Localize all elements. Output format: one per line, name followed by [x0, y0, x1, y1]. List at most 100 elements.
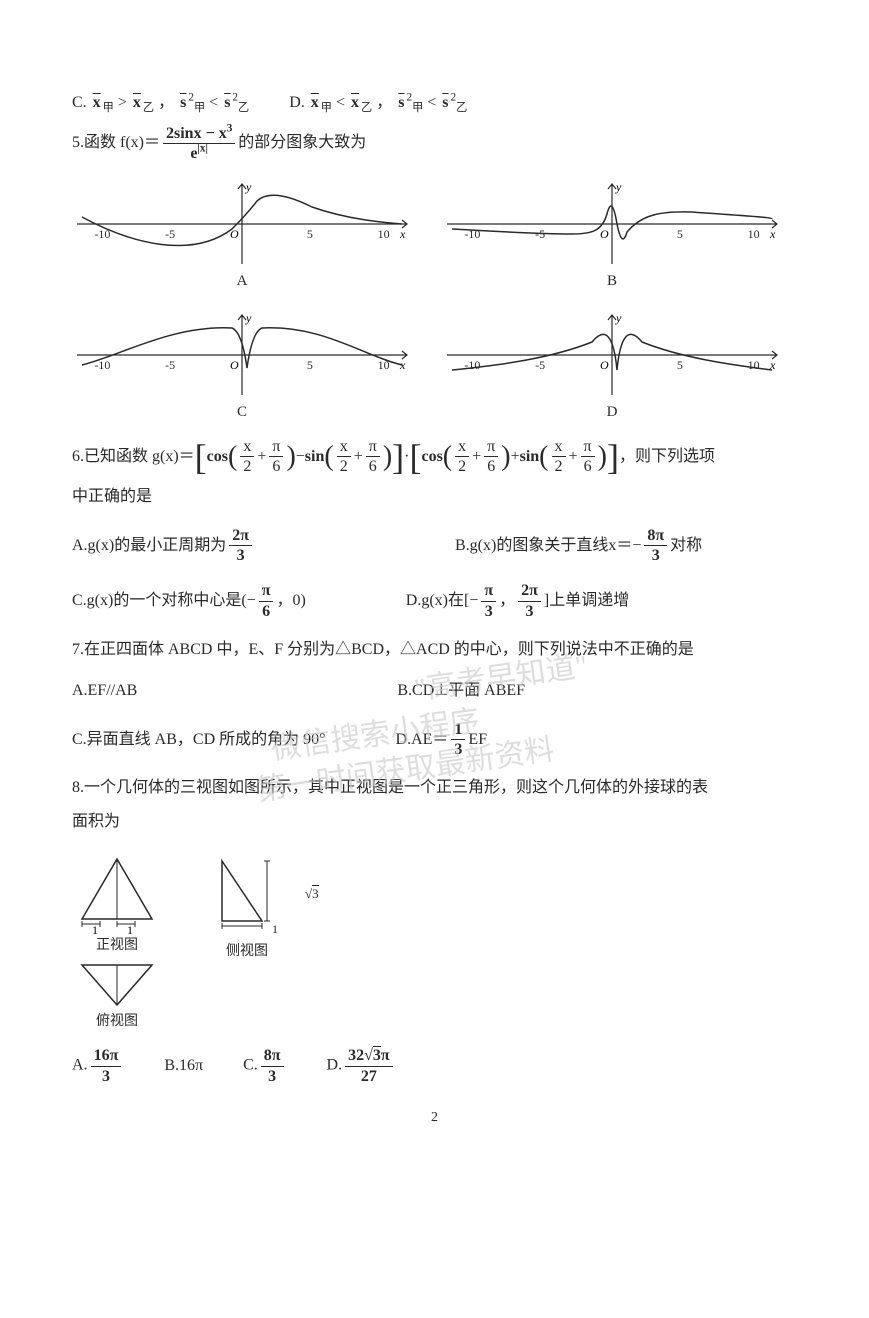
plus: + — [569, 444, 578, 470]
q6-optA: A.g(x)的最小正周期为 2π3 — [72, 526, 255, 565]
comma: ， — [376, 94, 392, 111]
frac: 2π3 — [229, 526, 252, 565]
q6-line2: 中正确的是 — [72, 484, 797, 510]
sin: sin — [305, 444, 325, 470]
chart-B: -10-5510yxOB — [442, 179, 782, 290]
n: 1 — [451, 720, 465, 740]
cos: cos — [421, 444, 442, 470]
q8-optB: B.16π — [164, 1053, 203, 1079]
page-number: 2 — [72, 1110, 797, 1126]
left-col: 1 1 正视图 俯视图 — [72, 854, 162, 1030]
n1: 32 — [348, 1047, 364, 1064]
frac: π6 — [259, 581, 274, 620]
var: x — [93, 94, 101, 111]
triangle-top-icon — [72, 960, 162, 1010]
d: 6 — [259, 602, 273, 621]
label: 俯视图 — [96, 1010, 138, 1030]
chart-label: D — [607, 404, 618, 421]
text: EF — [468, 727, 487, 753]
chart-D: -10-5510yxOD — [442, 310, 782, 421]
sub: 乙 — [143, 102, 154, 114]
sub: 乙 — [238, 102, 249, 114]
n: 16π — [91, 1046, 122, 1066]
frac: π6 — [269, 437, 283, 476]
frac: π6 — [581, 437, 595, 476]
q5-stem: 5.函数 f(x)＝ 2sinx − x3 e|x| 的部分图象大致为 — [72, 124, 797, 163]
svg-text:-10: -10 — [464, 358, 480, 372]
svg-text:O: O — [600, 227, 609, 241]
svg-text:x: x — [769, 227, 776, 241]
sin: sin — [520, 444, 540, 470]
comma: ， — [499, 588, 515, 614]
q6-optC: C.g(x)的一个对称中心是(− π6 ，0) — [72, 581, 306, 620]
q5-charts: -10-5510yxOA-10-5510yxOB-10-5510yxOC-10-… — [72, 179, 792, 421]
text: 中正确的是 — [72, 484, 152, 510]
op: < — [336, 94, 349, 111]
triangle-front-icon: 1 1 — [72, 854, 162, 934]
text: 6.已知函数 g(x)＝ — [72, 444, 195, 470]
d: 2 — [455, 457, 469, 476]
n: π — [581, 437, 595, 457]
pre: A. — [72, 1057, 88, 1074]
num: 2sinx − x — [166, 125, 227, 142]
d: 6 — [484, 457, 498, 476]
d: 3 — [523, 602, 537, 621]
plus: + — [472, 444, 481, 470]
op: < — [209, 94, 222, 111]
q7-row-ab: A.EF//AB B.CD⊥平面 ABEF — [72, 670, 797, 712]
n: 8π — [644, 526, 667, 546]
frac: x2 — [552, 437, 566, 476]
q8-line2: 面积为 — [72, 809, 797, 835]
pre: D. — [327, 1057, 343, 1074]
text: B.g(x)的图象关于直线x＝− — [455, 533, 641, 559]
d: 3 — [482, 602, 496, 621]
text: 对称 — [670, 533, 702, 559]
svg-text:-5: -5 — [165, 227, 175, 241]
q8-optA: A.16π3 — [72, 1046, 124, 1085]
text: ，则下列选项 — [619, 444, 715, 470]
q7-optD: D.AE＝ 13 EF — [396, 720, 488, 759]
bracket-open: [ — [195, 439, 207, 475]
n: π — [366, 437, 380, 457]
paren-open: ( — [228, 443, 237, 471]
sub: 乙 — [361, 102, 372, 114]
frac: 13 — [451, 720, 465, 759]
minus: − — [296, 444, 305, 470]
plus: + — [511, 444, 520, 470]
w: 1 — [272, 922, 278, 937]
paren-close: ) — [598, 443, 607, 471]
d: 3 — [451, 740, 465, 759]
n3: π — [381, 1047, 390, 1064]
n: 8π — [261, 1046, 284, 1066]
svg-text:x: x — [399, 227, 406, 241]
d: 2 — [240, 457, 254, 476]
q8-line1: 8.一个几何体的三视图如图所示，其中正视图是一个正三角形，则这个几何体的外接球的… — [72, 775, 797, 801]
side-view: √3 1 侧视图 — [212, 856, 282, 960]
frac: x2 — [240, 437, 254, 476]
q7-optC: C.异面直线 AB，CD 所成的角为 90° — [72, 720, 326, 759]
q7-row-cd: C.异面直线 AB，CD 所成的角为 90° D.AE＝ 13 EF — [72, 712, 797, 767]
frac: π6 — [484, 437, 498, 476]
svg-text:5: 5 — [677, 227, 683, 241]
var: s — [398, 94, 404, 111]
frac: 2π3 — [518, 581, 541, 620]
svg-text:y: y — [245, 180, 252, 194]
sub: 甲 — [194, 102, 205, 114]
q7-optA: A.EF//AB — [72, 678, 137, 704]
svg-text:O: O — [230, 358, 239, 372]
label: 侧视图 — [226, 940, 268, 960]
text: 8.一个几何体的三视图如图所示，其中正视图是一个正三角形，则这个几何体的外接球的… — [72, 775, 708, 801]
sup: 3 — [227, 122, 233, 134]
sub: 甲 — [321, 102, 332, 114]
n: 2π — [229, 526, 252, 546]
text: 面积为 — [72, 809, 120, 835]
paren-close: ) — [286, 443, 295, 471]
svg-text:5: 5 — [677, 358, 683, 372]
text: A.g(x)的最小正周期为 — [72, 533, 226, 559]
d: 3 — [649, 546, 663, 565]
bracket-close: ] — [607, 439, 619, 475]
chart-label: A — [237, 273, 248, 290]
svg-text:-5: -5 — [535, 358, 545, 372]
q8-optD: D.32√3π27 — [327, 1046, 396, 1085]
d: 3 — [265, 1067, 279, 1086]
